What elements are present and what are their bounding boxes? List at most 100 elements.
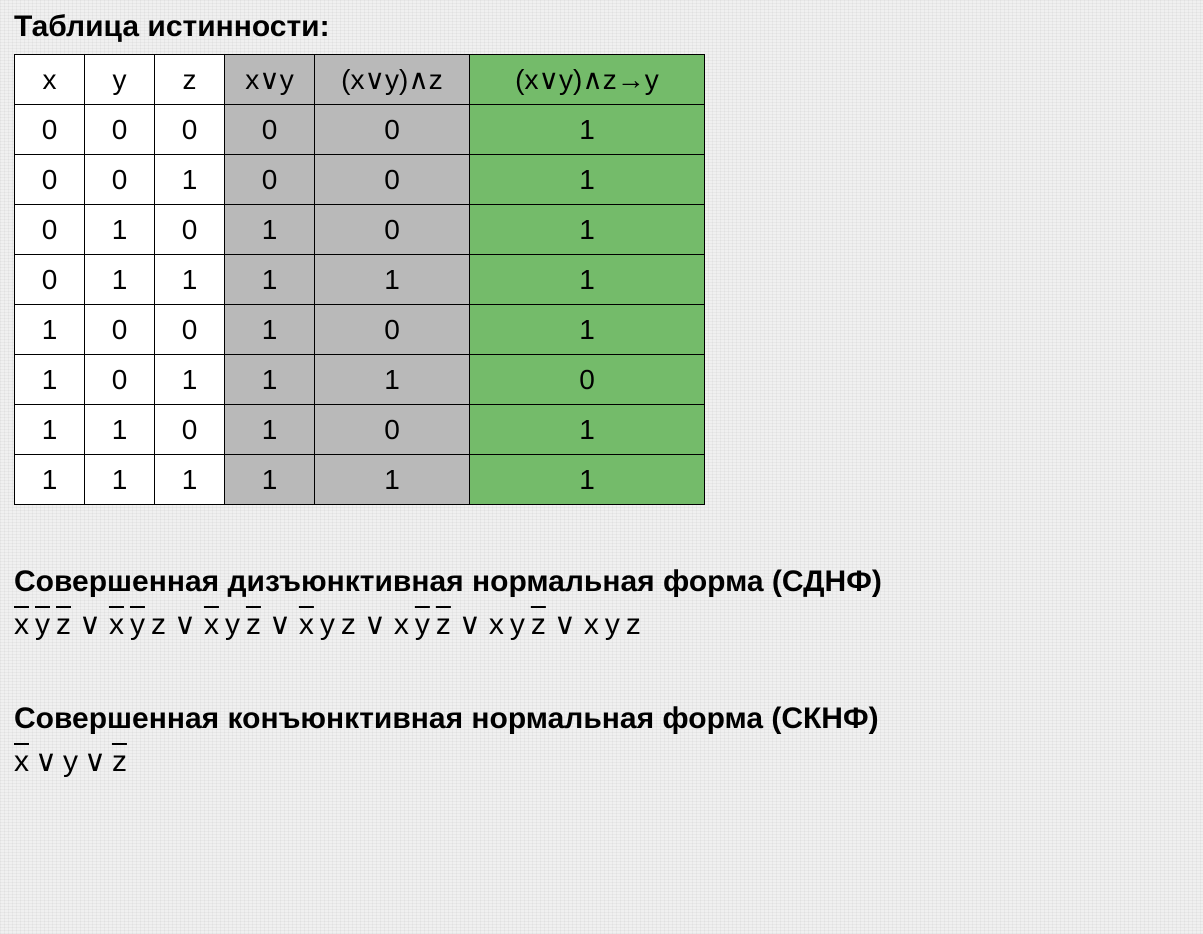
variable: y	[63, 745, 78, 778]
sknf-formula: x∨y∨z	[14, 744, 1189, 779]
table-cell: 1	[155, 355, 225, 405]
table-cell: 1	[225, 205, 315, 255]
table-cell: 0	[225, 155, 315, 205]
variable: y	[510, 608, 525, 641]
table-cell: 0	[155, 105, 225, 155]
table-row: 111111	[15, 455, 705, 505]
table-cell: 1	[315, 355, 470, 405]
table-cell: 1	[315, 455, 470, 505]
table-cell: 1	[225, 455, 315, 505]
table-row: 110101	[15, 405, 705, 455]
table-row: 001001	[15, 155, 705, 205]
variable: z	[246, 608, 261, 641]
table-header-cell: (x∨y)∧z	[315, 55, 470, 105]
sknf-title: Совершенная конъюнктивная нормальная фор…	[14, 702, 1189, 736]
table-cell: 0	[315, 405, 470, 455]
variable: z	[626, 608, 641, 641]
table-cell: 1	[155, 255, 225, 305]
table-cell: 0	[225, 105, 315, 155]
table-cell: 1	[470, 305, 705, 355]
variable: y	[605, 608, 620, 641]
table-cell: 1	[155, 455, 225, 505]
table-cell: 0	[85, 355, 155, 405]
variable: z	[56, 608, 71, 641]
table-cell: 0	[155, 405, 225, 455]
variable: y	[320, 608, 335, 641]
or-operator: ∨	[554, 608, 576, 641]
table-cell: 0	[315, 155, 470, 205]
table-cell: 0	[15, 255, 85, 305]
table-row: 000001	[15, 105, 705, 155]
variable: x	[14, 608, 29, 641]
variable: x	[299, 608, 314, 641]
table-row: 100101	[15, 305, 705, 355]
variable: x	[204, 608, 219, 641]
variable: y	[415, 608, 430, 641]
table-cell: 0	[85, 155, 155, 205]
table-cell: 0	[155, 305, 225, 355]
variable: x	[109, 608, 124, 641]
table-cell: 1	[225, 355, 315, 405]
table-cell: 1	[470, 155, 705, 205]
table-cell: 1	[225, 405, 315, 455]
table-cell: 1	[15, 455, 85, 505]
variable: z	[341, 608, 356, 641]
or-operator: ∨	[364, 608, 386, 641]
table-cell: 1	[225, 255, 315, 305]
table-header-cell: z	[155, 55, 225, 105]
or-operator: ∨	[174, 608, 196, 641]
table-header-cell: y	[85, 55, 155, 105]
table-body: 0000010010010101010111111001011011101101…	[15, 105, 705, 505]
table-cell: 0	[315, 205, 470, 255]
sdnf-formula: xyz∨xyz∨xyz∨xyz∨xyz∨xyz∨xyz	[14, 607, 1189, 642]
variable: y	[225, 608, 240, 641]
variable: y	[35, 608, 50, 641]
variable: z	[436, 608, 451, 641]
variable: x	[489, 608, 504, 641]
table-header-cell: (x∨y)∧z→y	[470, 55, 705, 105]
variable: z	[112, 745, 127, 778]
table-cell: 0	[315, 305, 470, 355]
page-title: Таблица истинности:	[14, 10, 1189, 44]
truth-table: xyzx∨y(x∨y)∧z(x∨y)∧z→y 00000100100101010…	[14, 54, 705, 505]
table-header-row: xyzx∨y(x∨y)∧z(x∨y)∧z→y	[15, 55, 705, 105]
variable: x	[14, 745, 29, 778]
table-cell: 1	[85, 455, 155, 505]
table-cell: 1	[155, 155, 225, 205]
table-cell: 0	[15, 105, 85, 155]
table-header-cell: x	[15, 55, 85, 105]
variable: z	[151, 608, 166, 641]
table-cell: 0	[155, 205, 225, 255]
or-operator: ∨	[459, 608, 481, 641]
table-cell: 0	[85, 305, 155, 355]
variable: y	[130, 608, 145, 641]
table-cell: 1	[470, 455, 705, 505]
table-cell: 1	[470, 205, 705, 255]
variable: z	[531, 608, 546, 641]
or-operator: ∨	[35, 745, 57, 778]
table-cell: 0	[85, 105, 155, 155]
table-cell: 1	[15, 405, 85, 455]
table-cell: 1	[15, 305, 85, 355]
table-cell: 1	[85, 405, 155, 455]
or-operator: ∨	[84, 745, 106, 778]
table-cell: 1	[85, 255, 155, 305]
or-operator: ∨	[269, 608, 291, 641]
table-cell: 1	[85, 205, 155, 255]
table-cell: 1	[470, 405, 705, 455]
table-cell: 1	[15, 355, 85, 405]
table-cell: 1	[470, 255, 705, 305]
table-row: 011111	[15, 255, 705, 305]
table-cell: 0	[315, 105, 470, 155]
table-cell: 1	[470, 105, 705, 155]
table-cell: 0	[15, 155, 85, 205]
sdnf-title: Совершенная дизъюнктивная нормальная фор…	[14, 565, 1189, 599]
variable: x	[394, 608, 409, 641]
table-cell: 1	[315, 255, 470, 305]
variable: x	[584, 608, 599, 641]
table-cell: 1	[225, 305, 315, 355]
table-row: 010101	[15, 205, 705, 255]
table-header-cell: x∨y	[225, 55, 315, 105]
table-row: 101110	[15, 355, 705, 405]
table-cell: 0	[15, 205, 85, 255]
